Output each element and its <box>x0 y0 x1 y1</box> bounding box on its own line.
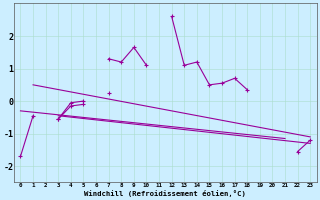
X-axis label: Windchill (Refroidissement éolien,°C): Windchill (Refroidissement éolien,°C) <box>84 190 246 197</box>
